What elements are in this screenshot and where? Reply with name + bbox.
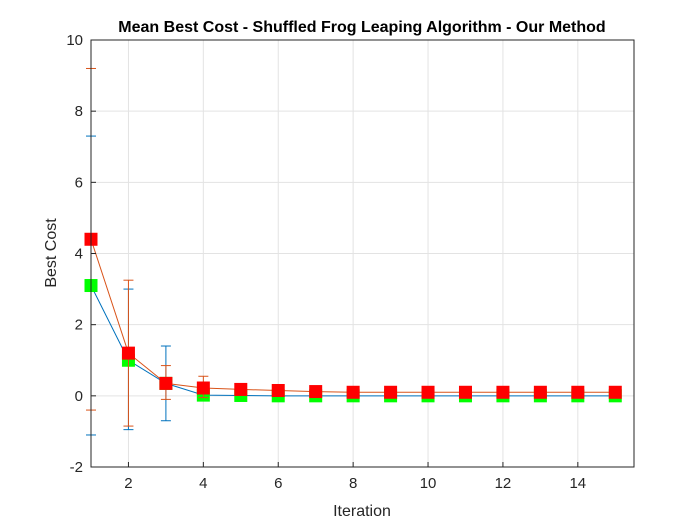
series-2 [84,67,622,427]
data-point [458,385,472,399]
x-tick-label: 4 [199,475,207,492]
data-point [421,385,435,399]
y-tick-label: 6 [75,174,83,191]
x-tick-label: 14 [569,475,586,492]
data-point [496,385,510,399]
data-point [271,383,285,397]
y-tick-label: 4 [75,246,83,263]
data-point [309,385,323,399]
y-tick-label: 8 [75,103,83,120]
data-point [196,381,210,395]
x-tick-label: 12 [495,475,512,492]
data-point [234,382,248,396]
y-tick-label: 2 [75,317,83,334]
data-point [159,376,173,390]
data-point [346,385,360,399]
data-point [121,346,135,360]
y-tick-label: 0 [75,388,83,405]
data-point [533,385,547,399]
x-axis-label: Iteration [333,503,391,520]
data-point [571,385,585,399]
x-tick-label: 10 [420,475,437,492]
y-axis-label: Best Cost [43,218,60,288]
x-tick-label: 6 [274,475,282,492]
x-tick-label: 2 [124,475,132,492]
y-tick-label: 10 [66,32,83,49]
y-tick-label: -2 [70,459,83,476]
x-tick-label: 8 [349,475,357,492]
data-point [608,385,622,399]
data-point [384,385,398,399]
chart-title: Mean Best Cost - Shuffled Frog Leaping A… [118,19,605,36]
ticks: 2 4 6 8 10 12 14 -2 0 2 4 6 8 10 [66,32,586,492]
